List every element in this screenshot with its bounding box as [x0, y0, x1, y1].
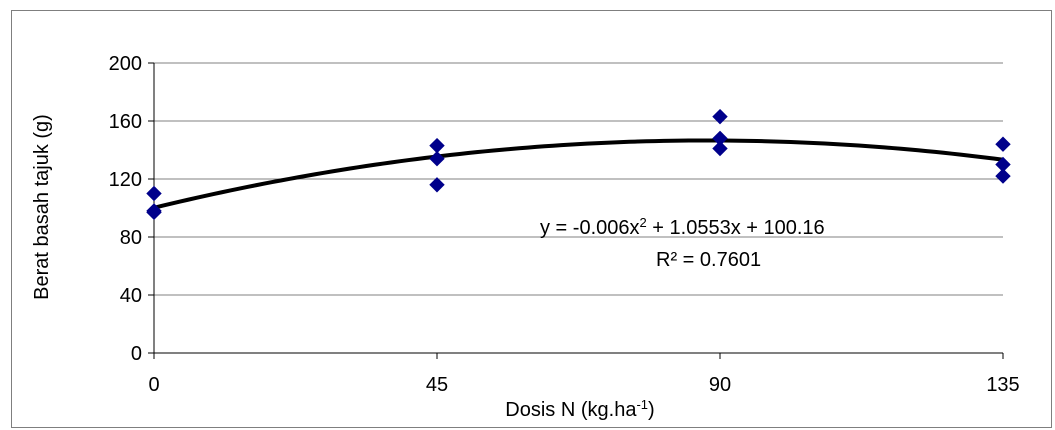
data-point-diamond [995, 168, 1011, 184]
data-point-diamond [146, 204, 162, 221]
y-axis-label: Berat basah tajuk (g) [31, 114, 53, 300]
data-point-diamond [146, 185, 162, 202]
chart-frame [11, 10, 1052, 428]
y-tick-label: 120 [109, 169, 142, 191]
data-point-diamond [712, 108, 728, 125]
x-tick-label: 90 [709, 374, 731, 396]
data-point-diamond [429, 137, 445, 154]
y-tick-label: 40 [120, 285, 142, 307]
trendline [153, 138, 1004, 210]
x-axis-label: Dosis N (kg.ha-1) [505, 397, 654, 422]
x-tick-label: 0 [148, 374, 159, 396]
data-points [146, 108, 1011, 221]
x-tick-label: 45 [426, 374, 448, 396]
y-tick-label: 160 [109, 111, 142, 133]
data-point-diamond [429, 177, 445, 193]
axes [153, 63, 1003, 354]
y-tick-labels: 0 40 80 120 160 200 [109, 53, 154, 365]
x-tick-label: 135 [986, 374, 1019, 396]
x-tick-labels: 0 45 90 135 [148, 353, 1020, 396]
r-squared-label: R² = 0.7601 [656, 249, 761, 271]
y-tick-label: 0 [131, 343, 142, 365]
data-point-diamond [712, 140, 728, 157]
data-point-diamond [995, 136, 1011, 152]
trendline-equation: y = -0.006x2 + 1.0553x + 100.16 [540, 215, 825, 240]
y-tick-label: 80 [120, 227, 142, 249]
y-tick-label: 200 [109, 53, 142, 75]
data-point-diamond [429, 150, 445, 167]
